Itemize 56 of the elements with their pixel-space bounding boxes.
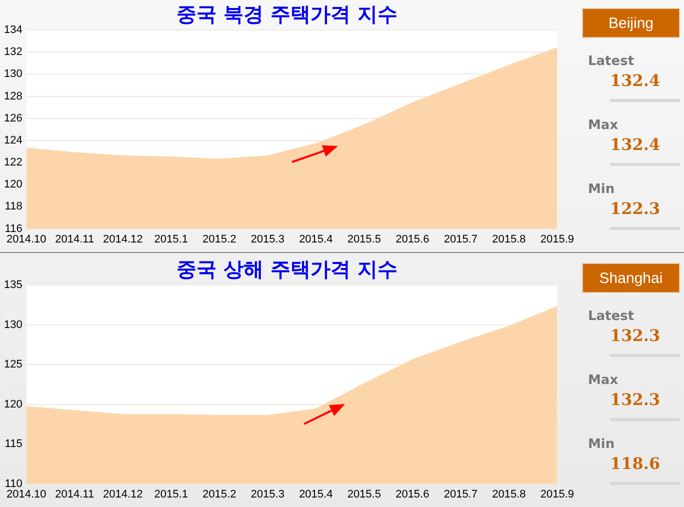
x-tick-label: 2015.1: [154, 488, 188, 500]
text: 132.4: [610, 135, 680, 166]
text: Max: [588, 373, 620, 388]
text: Beijing: [582, 8, 680, 38]
y-tick-label: 120: [4, 398, 22, 410]
chart-title: 중국 북경 주택가격 지수: [176, 2, 398, 26]
y-tick-label: 125: [4, 358, 22, 371]
x-tick-label: 2014.11: [55, 233, 94, 246]
y-tick-label: 122: [4, 156, 22, 169]
y-tick-label: 130: [4, 318, 22, 331]
text: Min: [588, 437, 616, 452]
y-tick-label: 135: [4, 279, 22, 292]
text: 122.3: [610, 199, 680, 230]
x-tick-label: 2015.3: [250, 488, 284, 500]
x-tick-label: 2015.9: [540, 488, 574, 500]
x-tick-label: 2014.12: [102, 233, 143, 246]
x-tick-label: 2015.8: [492, 488, 526, 500]
chart-title: 중국 상해 주택가격 지수: [176, 257, 398, 282]
text: Latest: [588, 54, 636, 69]
y-tick-label: 134: [4, 24, 22, 36]
x-tick-label: 2015.4: [299, 233, 333, 246]
x-tick-label: 2014.12: [102, 488, 143, 500]
text: 132.4: [610, 71, 680, 102]
y-tick-label: 132: [4, 46, 22, 58]
x-tick-label: 2015.2: [202, 233, 236, 246]
x-tick-label: 2015.5: [347, 233, 381, 246]
x-tick-label: 2015.1: [154, 233, 188, 246]
x-tick-label: 2015.4: [299, 488, 333, 500]
text: 132.3: [610, 326, 680, 357]
x-tick-label: 2014.10: [6, 488, 46, 500]
y-tick-label: 118: [4, 200, 22, 213]
y-tick-label: 130: [4, 68, 22, 80]
x-tick-label: 2015.7: [444, 233, 478, 246]
text: Min: [588, 182, 616, 197]
text: Shanghai: [582, 263, 680, 293]
x-tick-label: 2014.10: [6, 233, 46, 246]
y-tick-label: 128: [4, 90, 22, 102]
text: 132.3: [610, 390, 680, 421]
text: Max: [588, 118, 620, 133]
y-tick-label: 110: [4, 478, 22, 490]
x-tick-label: 2015.9: [540, 233, 574, 246]
text: 118.6: [610, 454, 680, 485]
y-tick-label: 120: [4, 178, 22, 191]
x-tick-label: 2015.6: [396, 233, 430, 246]
y-tick-label: 115: [4, 438, 22, 450]
x-tick-label: 2015.3: [250, 233, 284, 246]
x-tick-label: 2015.7: [444, 488, 478, 500]
x-tick-label: 2015.5: [347, 488, 381, 500]
x-tick-label: 2015.6: [396, 488, 430, 500]
y-tick-label: 116: [4, 222, 22, 235]
x-tick-label: 2015.2: [202, 488, 236, 500]
y-tick-label: 124: [4, 134, 22, 146]
x-tick-label: 2015.8: [492, 233, 526, 246]
y-tick-label: 126: [4, 112, 22, 124]
x-tick-label: 2014.11: [55, 488, 94, 500]
text: Latest: [588, 309, 636, 324]
